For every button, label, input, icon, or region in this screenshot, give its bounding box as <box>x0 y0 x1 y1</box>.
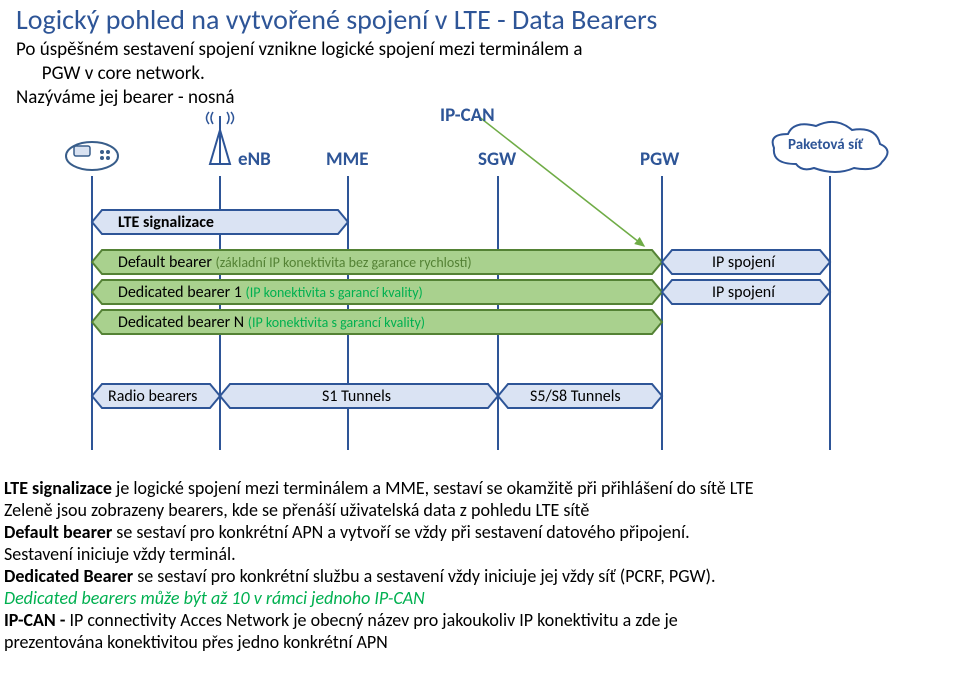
subtext: (IP konektivita s garancí kvality) <box>246 284 423 301</box>
term-lte-sig: LTE signalizace <box>4 477 112 499</box>
bearer-label-dedicated-n: Dedicated bearer N (IP konektivita s gar… <box>118 313 425 332</box>
text: prezentována konektivitou přes jedno kon… <box>4 631 388 653</box>
text: LTE signalizace <box>118 213 214 232</box>
text: Sestavení iniciuje vždy terminál. <box>4 543 236 565</box>
node-label-sgw: SGW <box>478 148 516 171</box>
text: Dedicated bearer 1 <box>118 283 242 302</box>
text-italic: Dedicated bearers může být až 10 v rámci… <box>4 587 425 609</box>
subtext: (základní IP konektivita bez garance ryc… <box>216 254 472 271</box>
term-dedicated-bearer: Dedicated Bearer <box>4 565 133 587</box>
bearer-label-signalling: LTE signalizace <box>118 213 214 232</box>
ip-connection-label-2: IP spojení <box>712 283 775 302</box>
text: Dedicated bearer N <box>118 313 244 332</box>
node-label-pgw: PGW <box>640 148 679 171</box>
subtext: (IP konektivita s garancí kvality) <box>248 314 425 331</box>
ip-can-label: IP-CAN <box>440 104 495 127</box>
node-label-cloud: Paketová síť <box>788 136 863 154</box>
text: IP connectivity Acces Network je obecný … <box>69 609 677 631</box>
bearer-label-dedicated-1: Dedicated bearer 1 (IP konektivita s gar… <box>118 283 423 302</box>
term-default-bearer: Default bearer <box>4 521 112 543</box>
node-label-enb: eNB <box>238 148 271 171</box>
node-label-mme: MME <box>326 148 368 171</box>
tunnel-label-s1: S1 Tunnels <box>322 387 391 406</box>
bearer-label-default: Default bearer (základní IP konektivita … <box>118 253 472 272</box>
text: se sestaví pro konkrétní službu a sestav… <box>133 565 715 587</box>
text: je logické spojení mezi terminálem a MME… <box>112 477 754 499</box>
term-ip-can: IP-CAN - <box>4 609 69 631</box>
tunnel-label-radio: Radio bearers <box>108 387 197 406</box>
ip-connection-label-1: IP spojení <box>712 253 775 272</box>
text: Zeleně jsou zobrazeny bearers, kde se př… <box>4 499 589 521</box>
text: Default bearer <box>118 253 212 272</box>
description-paragraph: LTE signalizace je logické spojení mezi … <box>4 478 956 654</box>
text: se sestaví pro konkrétní APN a vytvoří s… <box>112 521 689 543</box>
tunnel-label-s5s8: S5/S8 Tunnels <box>530 387 621 406</box>
